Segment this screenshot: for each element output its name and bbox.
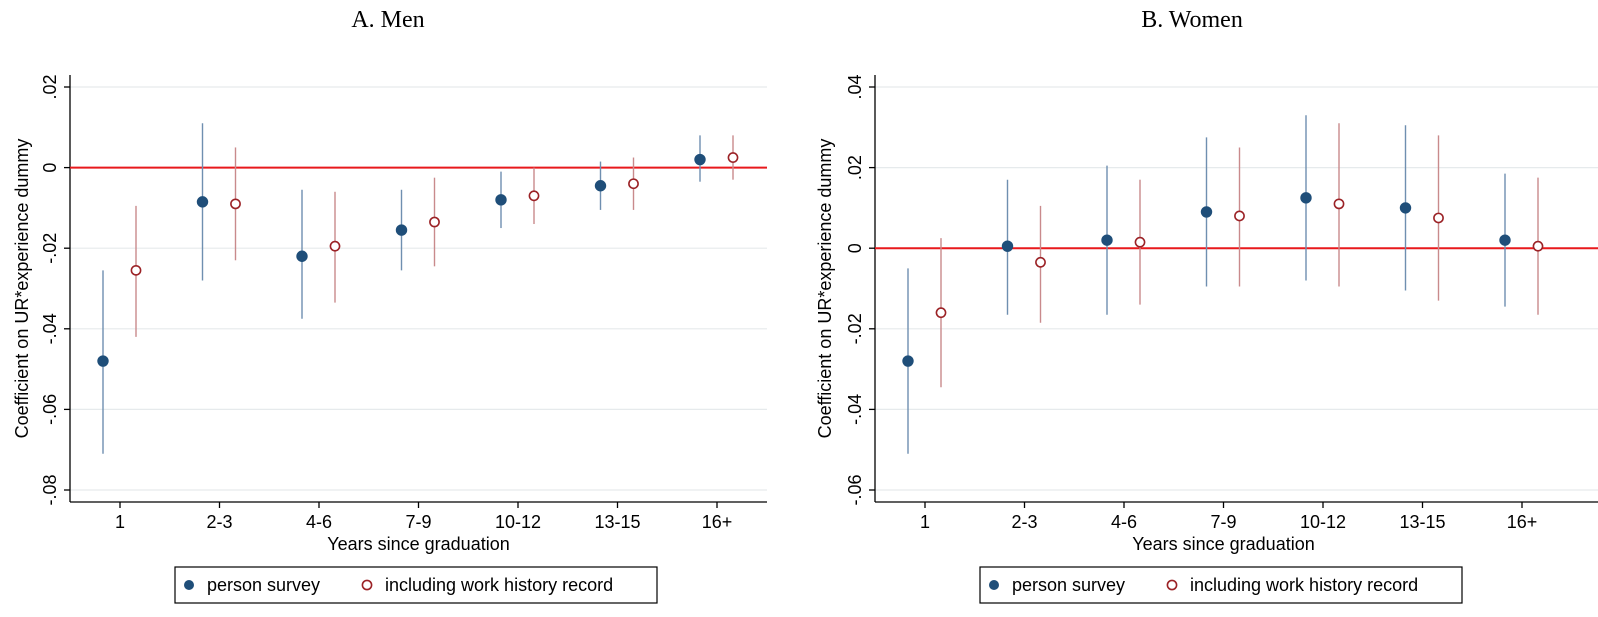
legend-marker-filled — [184, 580, 194, 590]
y-tick-label: -.08 — [40, 474, 60, 505]
y-tick-label: -.02 — [40, 233, 60, 264]
data-point — [97, 355, 109, 367]
series-work-history — [130, 135, 739, 337]
data-point — [1433, 212, 1444, 224]
data-point — [1101, 234, 1113, 246]
data-point — [196, 196, 209, 208]
x-tick-label: 16+ — [702, 512, 733, 532]
y-tick-label: -.06 — [40, 394, 60, 425]
x-tick-label: 4-6 — [306, 512, 332, 532]
y-axis-label: Coefficient on UR*experience dummy — [815, 139, 835, 439]
data-point — [329, 240, 341, 252]
x-tick-label: 13-15 — [594, 512, 640, 532]
data-point — [1532, 240, 1544, 252]
legend: person survey including work history reco… — [979, 566, 1463, 604]
panel-men: A. Men -.08 -.06 -.04 -.02 0 .02 1 2-3 4-6 7-9 10-1… — [12, 7, 767, 604]
series-work-history — [935, 123, 1544, 388]
y-tick-label: -.02 — [845, 313, 865, 344]
data-point — [1200, 206, 1213, 218]
legend-marker-hollow — [361, 579, 373, 591]
data-point — [935, 307, 947, 319]
y-tick-label: .04 — [845, 74, 865, 99]
legend-label: including work history record — [385, 575, 613, 595]
legend: person survey including work history reco… — [174, 566, 658, 604]
data-point — [230, 198, 241, 210]
x-tick-label: 1 — [115, 512, 125, 532]
data-point — [130, 264, 142, 276]
y-tick-label: 0 — [845, 243, 865, 253]
series-person-survey — [902, 115, 1511, 454]
x-tick-label: 2-3 — [1011, 512, 1037, 532]
chart-title: B. Women — [1141, 7, 1243, 33]
data-point — [1035, 256, 1046, 268]
y-tick-label: -.04 — [40, 313, 60, 344]
x-tick-label: 2-3 — [206, 512, 232, 532]
legend-label: person survey — [207, 575, 320, 595]
x-tick-label: 10-12 — [1300, 512, 1346, 532]
data-point — [528, 190, 540, 202]
data-point — [395, 224, 408, 236]
chart-title: A. Men — [351, 7, 424, 33]
x-tick-label: 13-15 — [1399, 512, 1445, 532]
data-point — [1499, 234, 1511, 246]
x-axis-label: Years since graduation — [327, 534, 509, 554]
legend-marker-filled — [989, 580, 999, 590]
legend-box — [174, 566, 658, 604]
data-point — [495, 194, 507, 206]
series-person-survey — [97, 123, 706, 454]
x-axis-label: Years since graduation — [1132, 534, 1314, 554]
data-point — [1300, 192, 1312, 204]
data-point — [296, 250, 308, 262]
legend-box — [979, 566, 1463, 604]
x-tick-label: 7-9 — [405, 512, 431, 532]
x-tick-label: 7-9 — [1210, 512, 1236, 532]
chart-women: B. Women -.06 -.04 -.02 0 .02 .04 1 2-3 4-6 7-9 10-… — [815, 7, 1598, 604]
data-point — [1234, 210, 1245, 222]
legend-marker-hollow — [1166, 579, 1178, 591]
data-point — [628, 178, 639, 190]
data-point — [1134, 236, 1146, 248]
y-tick-label: -.06 — [845, 474, 865, 505]
legend-label: person survey — [1012, 575, 1125, 595]
x-tick-label: 1 — [920, 512, 930, 532]
data-point — [429, 216, 440, 228]
data-point — [902, 355, 914, 367]
data-point — [1001, 240, 1014, 252]
y-axis-label: Coefficient on UR*experience dummy — [12, 139, 32, 439]
x-tick-label: 4-6 — [1111, 512, 1137, 532]
legend-label: including work history record — [1190, 575, 1418, 595]
data-point — [694, 153, 706, 166]
y-tick-label: .02 — [845, 155, 865, 180]
data-point — [1399, 202, 1412, 214]
data-point — [727, 152, 739, 163]
y-tick-label: -.04 — [845, 394, 865, 425]
y-tick-label: 0 — [40, 163, 60, 173]
y-tick-label: .02 — [40, 74, 60, 99]
chart-men: A. Men -.08 -.06 -.04 -.02 0 .02 1 2-3 4-6 7-9 10-1… — [12, 7, 767, 604]
x-tick-label: 16+ — [1507, 512, 1538, 532]
data-point — [1333, 198, 1345, 210]
panel-women: B. Women -.06 -.04 -.02 0 .02 .04 1 2-3 4-6 7-9 10-… — [803, 0, 1598, 617]
data-point — [594, 180, 607, 192]
x-tick-label: 10-12 — [495, 512, 541, 532]
